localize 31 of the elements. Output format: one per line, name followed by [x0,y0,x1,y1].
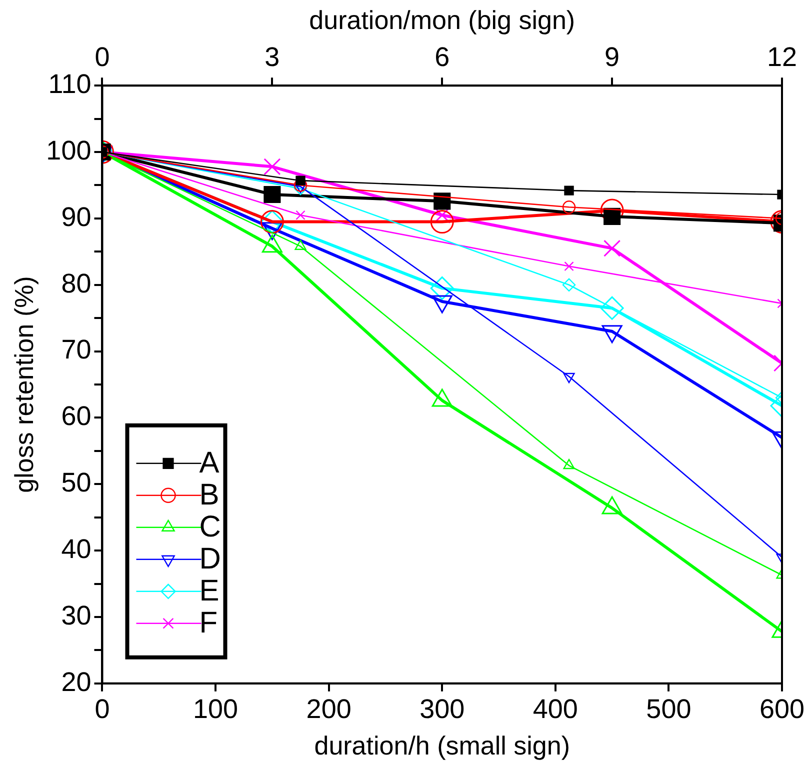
y-tick-label: 40 [61,534,92,564]
y-tick-label: 80 [61,268,92,298]
x2-tick-label: 6 [434,42,450,72]
legend-label: B [199,478,220,512]
x-tick-label: 500 [646,694,692,724]
y-tick-label: 100 [46,135,92,166]
x-tick-label: 400 [532,694,578,724]
x-tick-label: 200 [306,694,352,724]
legend-label: A [199,446,220,480]
y-tick-label: 60 [61,401,92,432]
x2-tick-label: 9 [604,42,620,72]
x2-tick-label: 12 [766,42,798,72]
x-tick-label: 0 [94,694,110,724]
legend-label: C [199,510,221,544]
legend-label: E [199,574,220,608]
y-tick-label: 50 [61,468,92,498]
y-tick-label: 90 [61,202,92,232]
y-tick-label: 30 [61,600,92,630]
y-tick-label: 20 [61,666,92,697]
y-tick-label: 110 [48,69,92,100]
legend-label: D [199,542,221,576]
y-tick-label: 70 [61,334,92,365]
y-axis-title: gloss retention (%) [8,276,39,493]
x-tick-label: 300 [420,694,465,724]
x-tick-label: 600 [759,694,805,724]
legend-label: F [199,606,218,640]
x2-tick-label: 3 [264,42,280,72]
x-tick-label: 100 [193,694,238,724]
x-axis-title: duration/h (small sign) [314,730,570,761]
x2-tick-label: 0 [94,42,110,72]
x2-axis-title: duration/mon (big sign) [309,4,576,35]
